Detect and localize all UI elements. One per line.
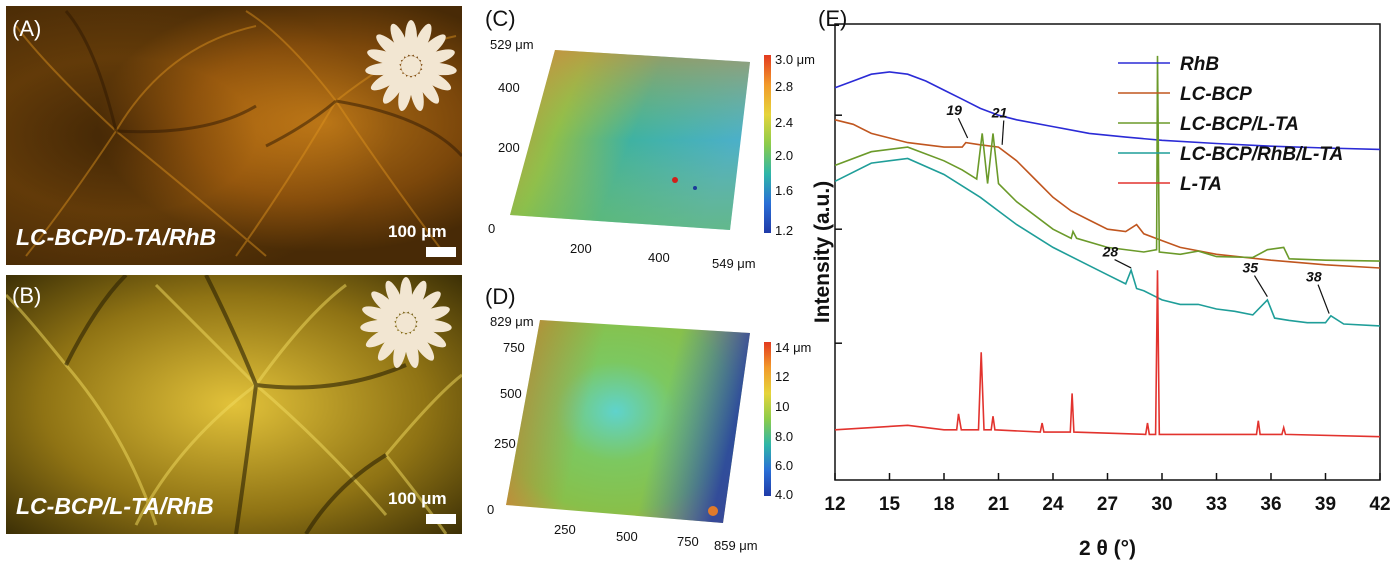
- colorbar-c-tick: 2.4: [775, 115, 794, 130]
- colorbar-c-tick: 2.8: [775, 79, 794, 94]
- afm-map-d: [498, 315, 763, 530]
- x-tick-label: 21: [988, 494, 1010, 515]
- series-line-rhb: [834, 71, 1381, 151]
- afm-d-x-tick: 250: [554, 522, 576, 537]
- x-axis-label: 2 θ (°): [1079, 537, 1136, 560]
- x-tick-label: 39: [1315, 494, 1336, 515]
- colorbar-d-tick: 12: [775, 369, 790, 384]
- x-tick-label: 33: [1206, 494, 1227, 515]
- colorbar-c-tick: 2.0: [775, 148, 794, 163]
- scale-bar-b: [426, 514, 456, 524]
- series-line-lc-bcp-l-ta: [834, 55, 1381, 262]
- colorbar-c: [764, 55, 771, 233]
- x-tick-label: 24: [1042, 494, 1064, 515]
- afm-d-x-tick: 500: [616, 529, 638, 544]
- x-tick-label: 18: [933, 494, 954, 515]
- peak-annotation-label: 28: [1102, 244, 1119, 260]
- xrd-chart: 12 15 18 21 24 27 30 33 36 39 42 2 θ (°) Intensity (…: [811, 23, 1391, 560]
- afm-d-y-tick: 750: [503, 340, 525, 355]
- colorbar-d-tick: 10: [775, 399, 790, 414]
- afm-c-y-tick: 200: [498, 140, 520, 155]
- micrograph-a-caption: LC-BCP/D-TA/RhB: [16, 224, 217, 250]
- series-line-lc-bcp: [834, 119, 1381, 269]
- colorbar-d-tick: 4.0: [775, 487, 794, 502]
- peak-annotation-arrow: [1253, 275, 1268, 298]
- colorbar-d-tick: 14 μm: [775, 340, 812, 355]
- colorbar-c-tick: 1.6: [775, 183, 794, 198]
- afm-c-y-max-label: 529 μm: [490, 37, 534, 52]
- afm-c-y-tick: 0: [488, 221, 496, 236]
- colorbar-d-tick: 6.0: [775, 458, 794, 473]
- peak-annotation-arrow: [957, 117, 969, 139]
- peak-annotation-label: 35: [1242, 260, 1258, 276]
- afm-d-y-max-label: 829 μm: [490, 314, 534, 329]
- afm-d-y-tick: 0: [487, 502, 495, 517]
- colorbar-d-tick: 8.0: [775, 429, 794, 444]
- panel-label-d: (D): [485, 284, 516, 309]
- series-line-l-ta: [834, 270, 1381, 438]
- legend-label: LC-BCP: [1180, 84, 1252, 105]
- scale-bar-a: [426, 247, 456, 257]
- panel-label-a: (A): [12, 16, 42, 41]
- legend-label: RhB: [1180, 54, 1219, 75]
- afm-c-x-tick: 200: [570, 241, 592, 256]
- afm-c-x-max-label: 549 μm: [712, 256, 756, 271]
- peak-annotation-arrow: [1114, 259, 1132, 269]
- legend-label: LC-BCP/L-TA: [1180, 114, 1299, 135]
- peak-annotation-arrow: [1001, 120, 1005, 145]
- peak-annotation-label: 21: [991, 104, 1008, 120]
- afm-map-c: [500, 40, 760, 240]
- legend-label: L-TA: [1180, 174, 1222, 195]
- x-tick-label: 27: [1097, 494, 1118, 515]
- panel-label-b: (B): [12, 283, 42, 308]
- panel-label-e: (E): [818, 6, 848, 31]
- afm-d-x-max-label: 859 μm: [714, 538, 758, 553]
- x-tick-label: 36: [1260, 494, 1281, 515]
- afm-c-y-tick: 400: [498, 80, 520, 95]
- panel-label-c: (C): [485, 6, 516, 31]
- micrograph-b-caption: LC-BCP/L-TA/RhB: [16, 493, 214, 519]
- peak-annotation-arrow: [1317, 284, 1330, 314]
- colorbar-d: [764, 342, 771, 496]
- afm-d-y-tick: 500: [500, 386, 522, 401]
- series-line-lc-bcp-rhb-l-ta: [834, 157, 1381, 327]
- x-tick-label: 42: [1369, 494, 1390, 515]
- x-tick-label: 15: [879, 494, 901, 515]
- scale-label-a: 100 μm: [388, 222, 447, 241]
- x-tick-label: 12: [824, 494, 845, 515]
- afm-c-x-tick: 400: [648, 250, 670, 265]
- scale-label-b: 100 μm: [388, 489, 447, 508]
- peak-annotation-label: 38: [1306, 269, 1322, 285]
- colorbar-c-tick: 1.2: [775, 223, 794, 238]
- x-tick-label: 30: [1151, 494, 1172, 515]
- afm-d-x-tick: 750: [677, 534, 699, 549]
- peak-annotation-label: 19: [946, 102, 962, 118]
- y-axis-label: Intensity (a.u.): [811, 181, 834, 323]
- legend-label: LC-BCP/RhB/L-TA: [1180, 144, 1343, 165]
- afm-d-y-tick: 250: [494, 436, 516, 451]
- micrograph-a: (A) LC-BCP/D-TA/RhB 100 μm: [6, 6, 462, 265]
- micrograph-b: (B) LC-BCP/L-TA/RhB 100 μm: [6, 275, 462, 534]
- colorbar-c-tick: 3.0 μm: [775, 52, 816, 67]
